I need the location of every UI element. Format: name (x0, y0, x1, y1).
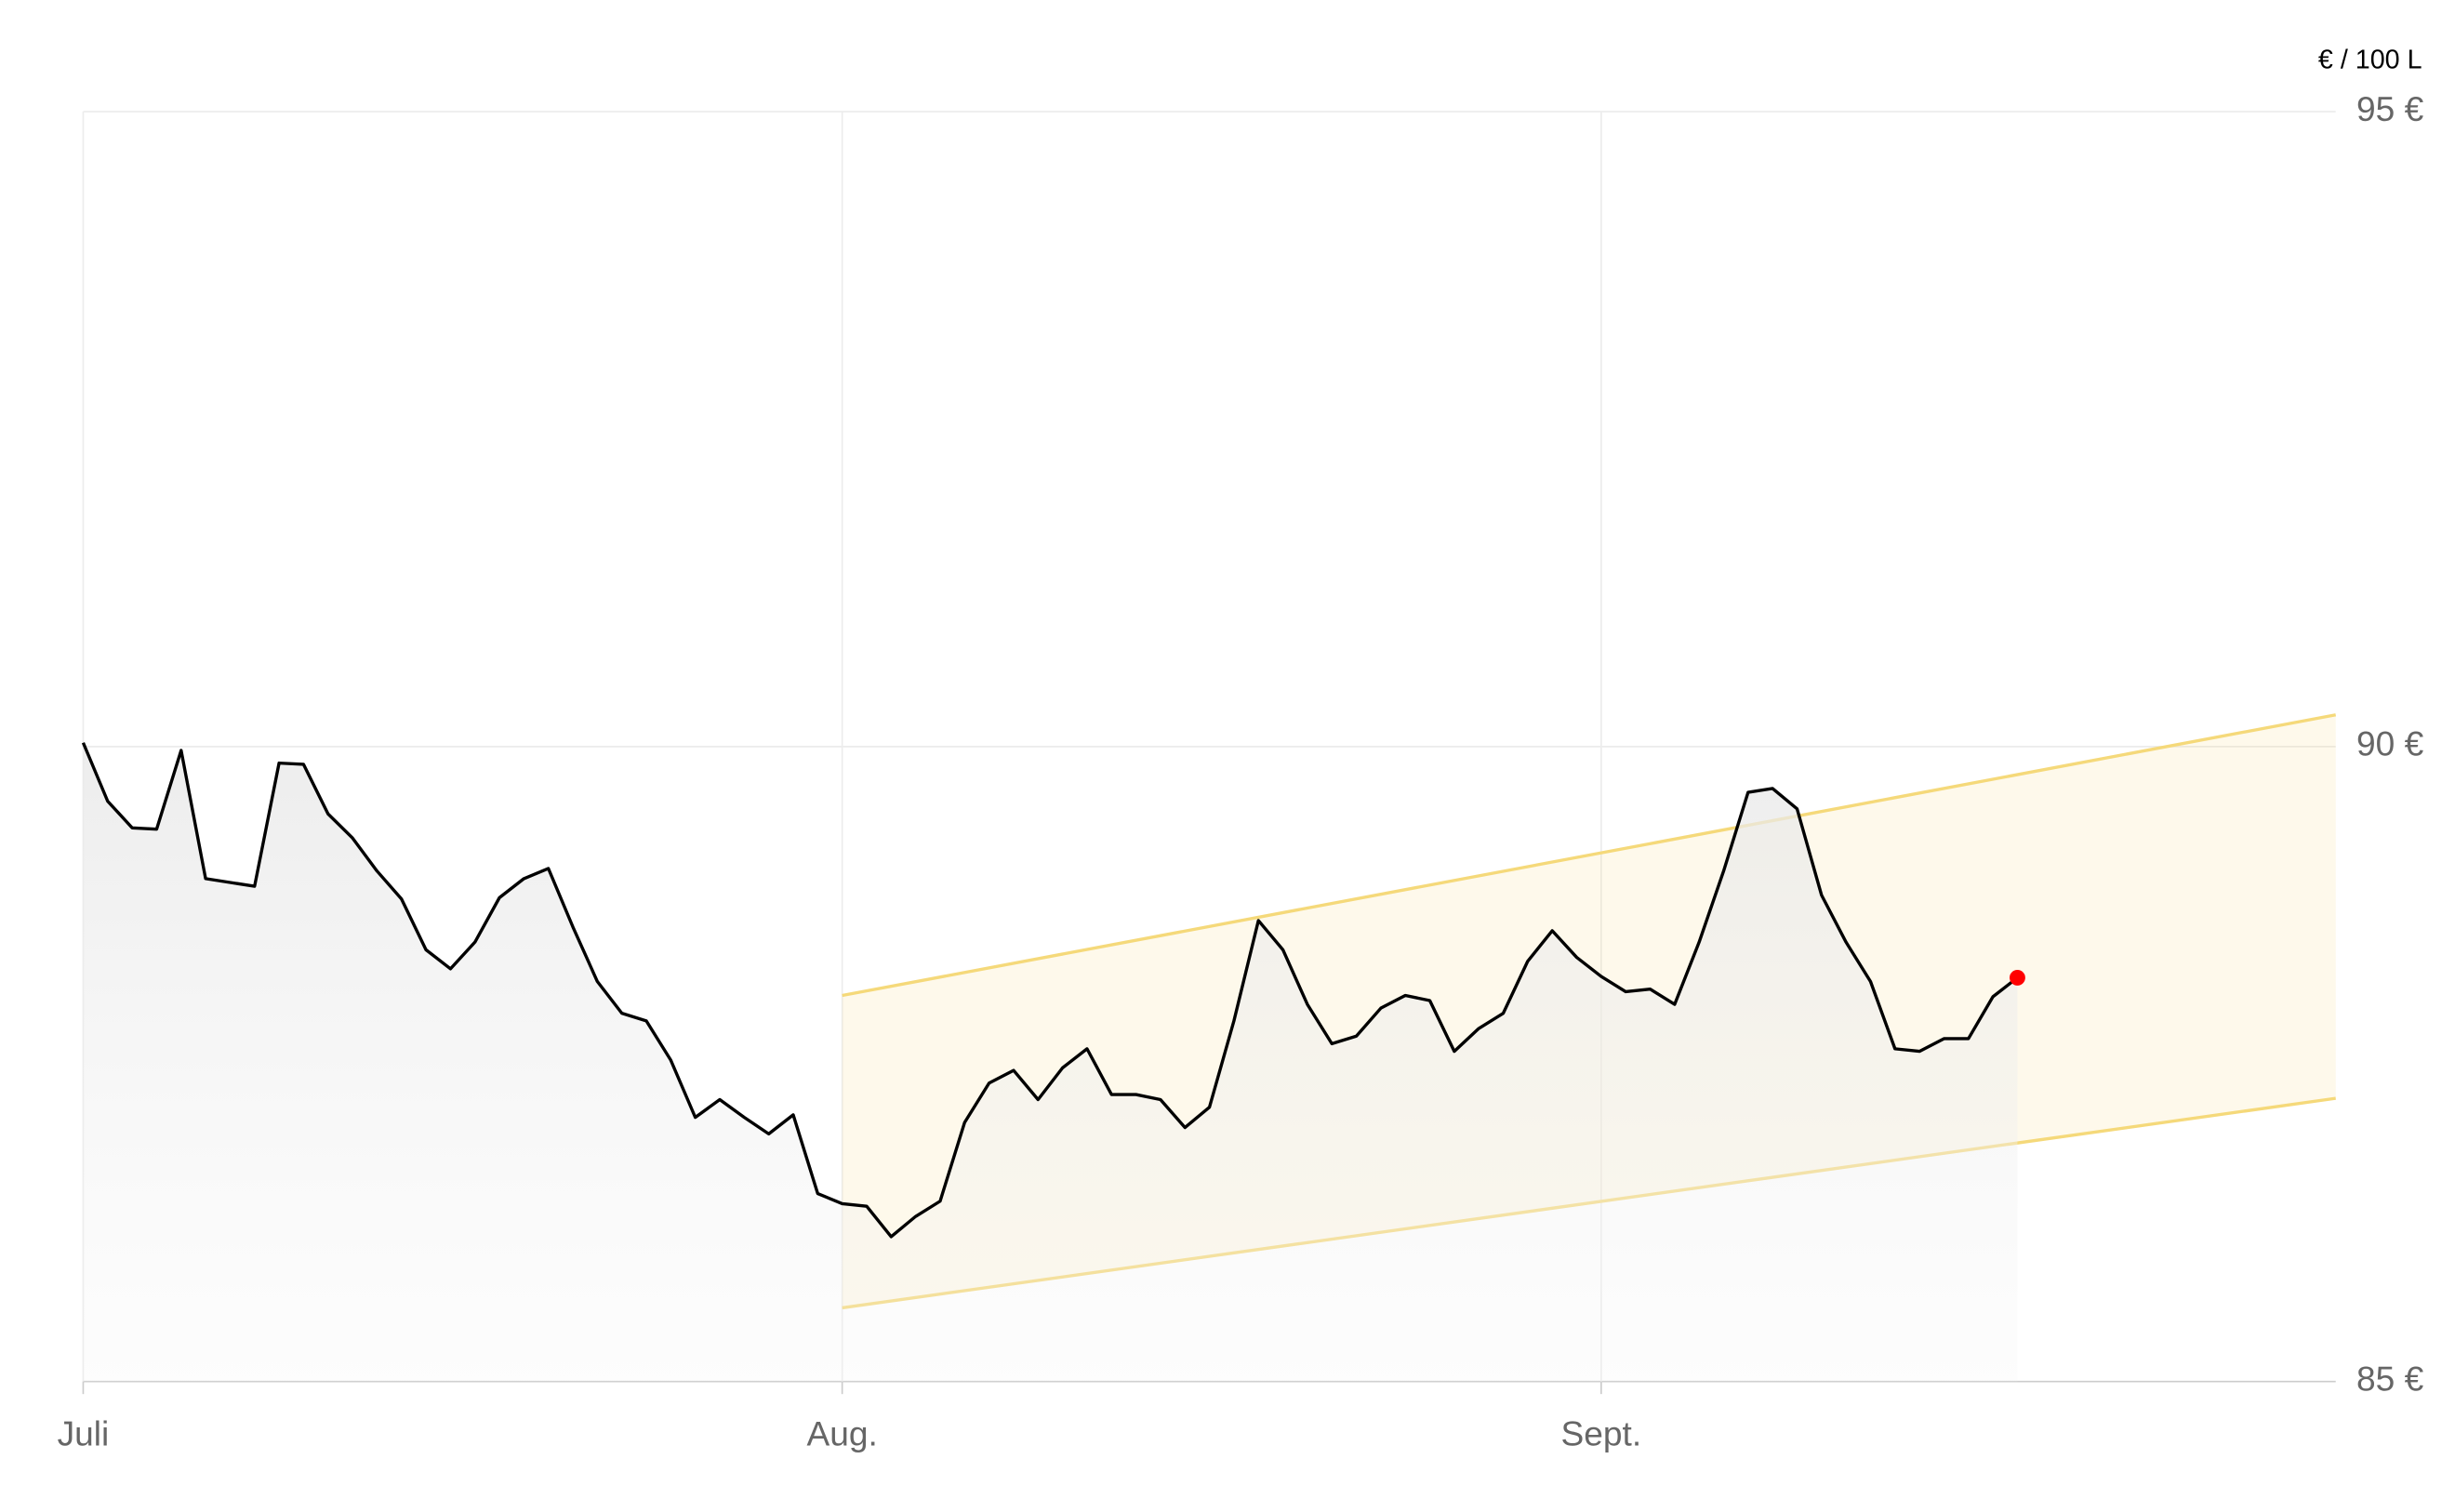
last-point (2009, 969, 2025, 986)
y-tick-label: 95 € (2356, 89, 2424, 128)
band-edge (842, 713, 2337, 998)
x-tick-label: Sept. (1561, 1414, 1642, 1453)
y-tick-label: 90 € (2356, 724, 2424, 763)
price-line (81, 742, 2019, 1239)
y-tick-label: 85 € (2356, 1359, 2424, 1398)
x-tick-label: Aug. (806, 1414, 877, 1453)
x-tick-label: Juli (58, 1414, 110, 1453)
unit-label: € / 100 L (2318, 46, 2422, 75)
line-area (83, 742, 2018, 1382)
